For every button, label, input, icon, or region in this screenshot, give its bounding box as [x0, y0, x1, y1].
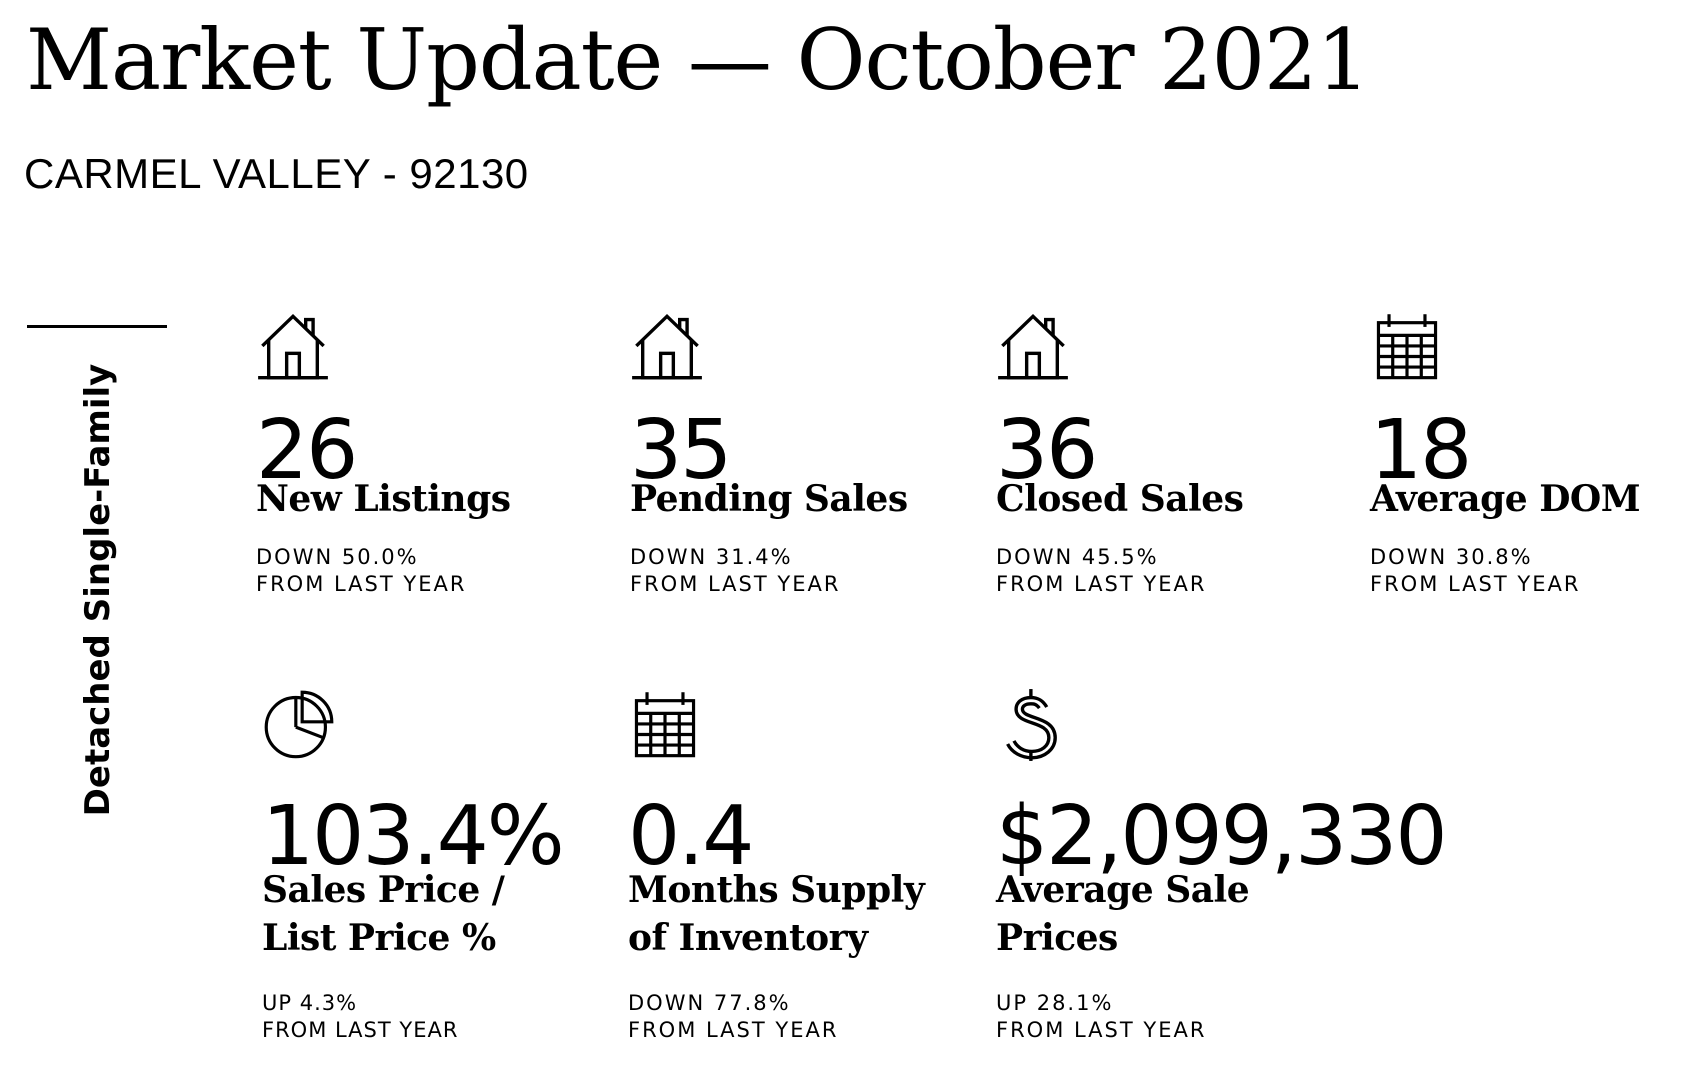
house-icon — [256, 310, 330, 384]
stat-change-period: FROM LAST YEAR — [628, 1018, 839, 1042]
calendar-icon — [1370, 310, 1444, 384]
stat-change-direction: DOWN 50.0% — [256, 545, 419, 569]
stat-label: Average DOM — [1370, 478, 1641, 520]
stat-label: Pending Sales — [630, 478, 908, 520]
stat-change-direction: UP 4.3% — [262, 991, 358, 1015]
stat-value: 0.4 — [628, 789, 754, 884]
stat-change-period: FROM LAST YEAR — [262, 1018, 459, 1042]
stat-change-direction: UP 28.1% — [996, 991, 1114, 1015]
stat-change: DOWN 45.5% FROM LAST YEAR — [996, 544, 1206, 598]
stat-change-period: FROM LAST YEAR — [1370, 572, 1581, 596]
stat-change: DOWN 30.8% FROM LAST YEAR — [1370, 544, 1580, 598]
house-icon — [996, 310, 1070, 384]
stat-change: UP 4.3% FROM LAST YEAR — [262, 990, 458, 1044]
property-type-label: Detached Single-Family — [78, 363, 118, 817]
stat-label: New Listings — [256, 478, 511, 520]
stat-change: DOWN 31.4% FROM LAST YEAR — [630, 544, 840, 598]
stat-change-direction: DOWN 31.4% — [630, 545, 793, 569]
stat-value: $2,099,330 — [996, 789, 1447, 884]
stat-change-period: FROM LAST YEAR — [630, 572, 841, 596]
stat-change-period: FROM LAST YEAR — [996, 572, 1207, 596]
stat-value: 26 — [256, 403, 358, 498]
stat-change: UP 28.1% FROM LAST YEAR — [996, 990, 1206, 1044]
divider-rule — [27, 325, 167, 328]
dollar-icon — [996, 688, 1070, 762]
house-icon — [630, 310, 704, 384]
stat-value: 35 — [630, 403, 732, 498]
stat-label: Closed Sales — [996, 478, 1244, 520]
stat-change-period: FROM LAST YEAR — [996, 1018, 1207, 1042]
stat-change-direction: DOWN 77.8% — [628, 991, 791, 1015]
stat-value: 18 — [1370, 403, 1472, 498]
stat-value: 103.4% — [262, 789, 565, 884]
stat-label: Sales Price / List Price % — [262, 869, 505, 959]
stat-value: 36 — [996, 403, 1098, 498]
stat-change-direction: DOWN 30.8% — [1370, 545, 1533, 569]
stat-change: DOWN 50.0% FROM LAST YEAR — [256, 544, 466, 598]
calendar-icon — [628, 688, 702, 762]
page-title: Market Update — October 2021 — [26, 11, 1370, 109]
pie-chart-icon — [262, 688, 336, 762]
stat-change: DOWN 77.8% FROM LAST YEAR — [628, 990, 838, 1044]
stat-change-period: FROM LAST YEAR — [256, 572, 467, 596]
stat-label: Average Sale Prices — [996, 869, 1250, 959]
stat-label: Months Supply of Inventory — [628, 869, 925, 959]
location-subtitle: CARMEL VALLEY - 92130 — [24, 150, 529, 197]
stat-change-direction: DOWN 45.5% — [996, 545, 1159, 569]
